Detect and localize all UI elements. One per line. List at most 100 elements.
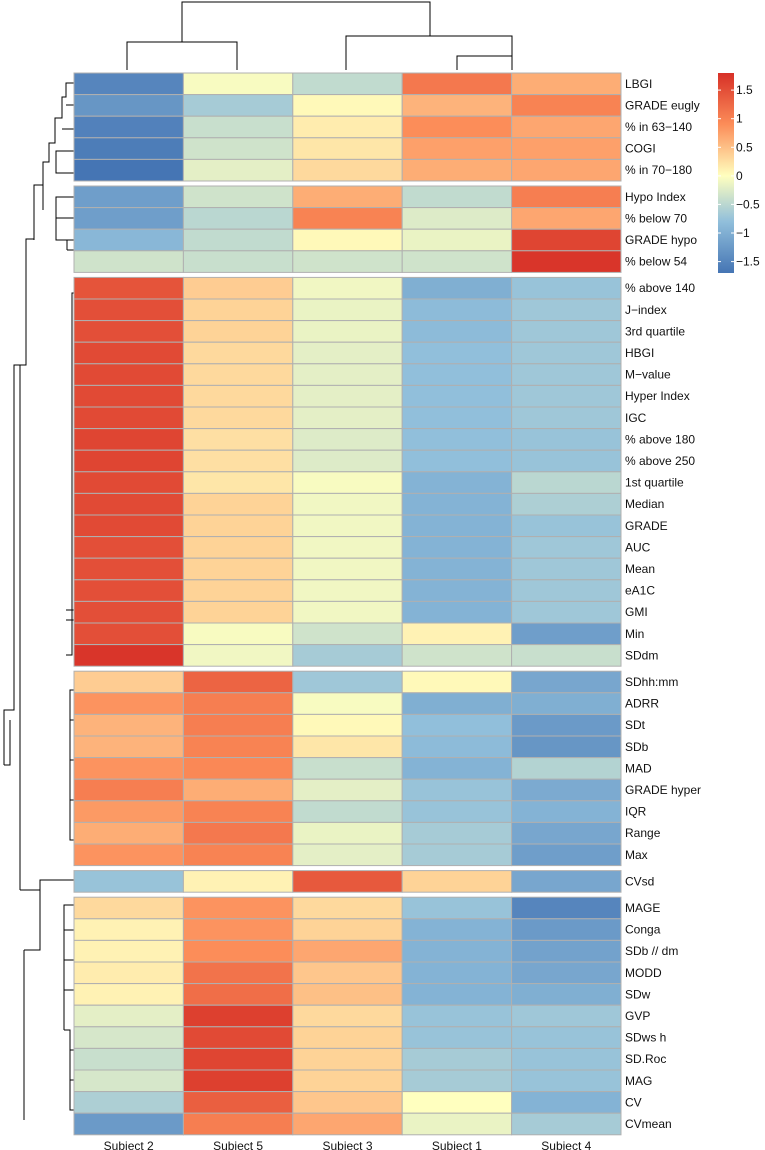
- cell-sdhh-mm-subject-4: [511, 670, 622, 694]
- row-label-lbgi: LBGI: [625, 77, 652, 91]
- cell-adrr-subject-2: [73, 692, 184, 715]
- cell-mage-subject-3: [292, 896, 403, 920]
- cell-cvmean-subject-3: [292, 1112, 403, 1136]
- cell-sddm-subject-1: [401, 644, 513, 667]
- cell-in-70-180-subject-5: [182, 158, 294, 182]
- cell-adrr-subject-1: [401, 692, 513, 715]
- cell-1st-quartile-subject-1: [401, 471, 513, 494]
- cell-m-value-subject-5: [182, 363, 294, 386]
- cell-1st-quartile-subject-5: [182, 471, 294, 494]
- cell-max-subject-5: [182, 843, 294, 867]
- cell-sdws-h-subject-3: [292, 1026, 403, 1049]
- cell-sddm-subject-4: [511, 644, 622, 667]
- cell-range-subject-1: [401, 821, 513, 845]
- cell-range-subject-3: [292, 821, 403, 845]
- cell-sdt-subject-3: [292, 713, 403, 737]
- cell-iqr-subject-2: [73, 800, 184, 823]
- cell-sd-roc-subject-3: [292, 1047, 403, 1071]
- cell-sdb-dm-subject-5: [182, 939, 294, 963]
- cell-above-250-subject-2: [73, 449, 184, 473]
- cell-grade-eugly-subject-4: [511, 94, 622, 117]
- cell-3rd-quartile-subject-3: [292, 320, 403, 343]
- cell-cv-subject-2: [73, 1091, 184, 1114]
- row-label-adrr: ADRR: [625, 697, 659, 711]
- row-label-sd-roc: SD.Roc: [625, 1052, 666, 1066]
- cell-gmi-subject-3: [292, 600, 403, 624]
- row-label-grade-hypo: GRADE hypo: [625, 233, 697, 247]
- cell-grade-hyper-subject-2: [73, 778, 184, 802]
- cell-auc-subject-3: [292, 536, 403, 559]
- row-label-grade: GRADE: [625, 519, 668, 533]
- row-label-below-70: % below 70: [625, 211, 687, 225]
- column-label-subject-1: Subject 1: [432, 1139, 482, 1150]
- cell-grade-hyper-subject-4: [511, 778, 622, 802]
- cell-m-value-subject-3: [292, 363, 403, 386]
- cell-below-54-subject-1: [401, 250, 513, 273]
- row-label-cvsd: CVsd: [625, 874, 654, 888]
- cell-conga-subject-2: [73, 918, 184, 941]
- column-dendrogram: [126, 1, 513, 70]
- cell-1st-quartile-subject-2: [73, 471, 184, 494]
- cell-hypo-index-subject-1: [401, 185, 513, 209]
- row-label-min: Min: [625, 627, 644, 641]
- cell-grade-hypo-subject-1: [401, 228, 513, 252]
- cell-in-63-140-subject-1: [401, 115, 513, 139]
- row-label-in-63-140: % in 63−140: [625, 120, 692, 134]
- cell-cogi-subject-5: [182, 137, 294, 160]
- cell-m-value-subject-1: [401, 363, 513, 386]
- cell-hbgi-subject-5: [182, 341, 294, 365]
- cell-gvp-subject-1: [401, 1004, 513, 1028]
- cell-modd-subject-3: [292, 961, 403, 985]
- row-label-sdt: SDt: [625, 718, 646, 732]
- cell-sdb-subject-1: [401, 735, 513, 759]
- cell-cv-subject-5: [182, 1091, 294, 1114]
- cell-sdb-dm-subject-1: [401, 939, 513, 963]
- row-label-igc: IGC: [625, 411, 647, 425]
- cell-cvsd-subject-4: [511, 870, 622, 893]
- row-label-3rd-quartile: 3rd quartile: [625, 324, 685, 338]
- cell-ea1c-subject-1: [401, 579, 513, 602]
- row-label-sdb: SDb: [625, 740, 649, 754]
- cell-below-70-subject-2: [73, 207, 184, 230]
- cell-cvmean-subject-5: [182, 1112, 294, 1136]
- row-label-1st-quartile: 1st quartile: [625, 476, 684, 490]
- cell-cvsd-subject-1: [401, 870, 513, 893]
- cell-igc-subject-3: [292, 406, 403, 430]
- cell-ea1c-subject-4: [511, 579, 622, 602]
- cell-sdhh-mm-subject-5: [182, 670, 294, 694]
- cell-sdw-subject-5: [182, 983, 294, 1006]
- cell-in-63-140-subject-5: [182, 115, 294, 139]
- cell-m-value-subject-2: [73, 363, 184, 386]
- cell-sd-roc-subject-5: [182, 1047, 294, 1071]
- cell-grade-eugly-subject-1: [401, 94, 513, 117]
- cell-in-63-140-subject-3: [292, 115, 403, 139]
- cell-cogi-subject-3: [292, 137, 403, 160]
- cell-cogi-subject-4: [511, 137, 622, 160]
- row-label-hypo-index: Hypo Index: [625, 190, 686, 204]
- row-label-conga: Conga: [625, 923, 661, 937]
- row-label-mage: MAGE: [625, 901, 660, 915]
- cell-1st-quartile-subject-4: [511, 471, 622, 494]
- cell-sdws-h-subject-4: [511, 1026, 622, 1049]
- cell-sdb-dm-subject-2: [73, 939, 184, 963]
- legend-tick-label: 1.5: [736, 83, 753, 97]
- cell-mage-subject-1: [401, 896, 513, 920]
- cell-mag-subject-2: [73, 1069, 184, 1093]
- cell-hypo-index-subject-5: [182, 185, 294, 209]
- cell-gmi-subject-4: [511, 600, 622, 624]
- cell-lbgi-subject-3: [292, 72, 403, 96]
- cell-sd-roc-subject-2: [73, 1047, 184, 1071]
- cell-ea1c-subject-2: [73, 579, 184, 602]
- row-label-cogi: COGI: [625, 142, 656, 156]
- row-label-j-index: J−index: [625, 303, 667, 317]
- row-label-sdw: SDw: [625, 987, 651, 1001]
- cell-mad-subject-1: [401, 757, 513, 780]
- cell-max-subject-4: [511, 843, 622, 867]
- cell-modd-subject-5: [182, 961, 294, 985]
- cell-median-subject-2: [73, 492, 184, 516]
- legend-tick-label: −1.5: [736, 255, 760, 269]
- column-dendrogram-path: [126, 1, 513, 70]
- cell-grade-subject-5: [182, 514, 294, 538]
- cell-sdb-subject-5: [182, 735, 294, 759]
